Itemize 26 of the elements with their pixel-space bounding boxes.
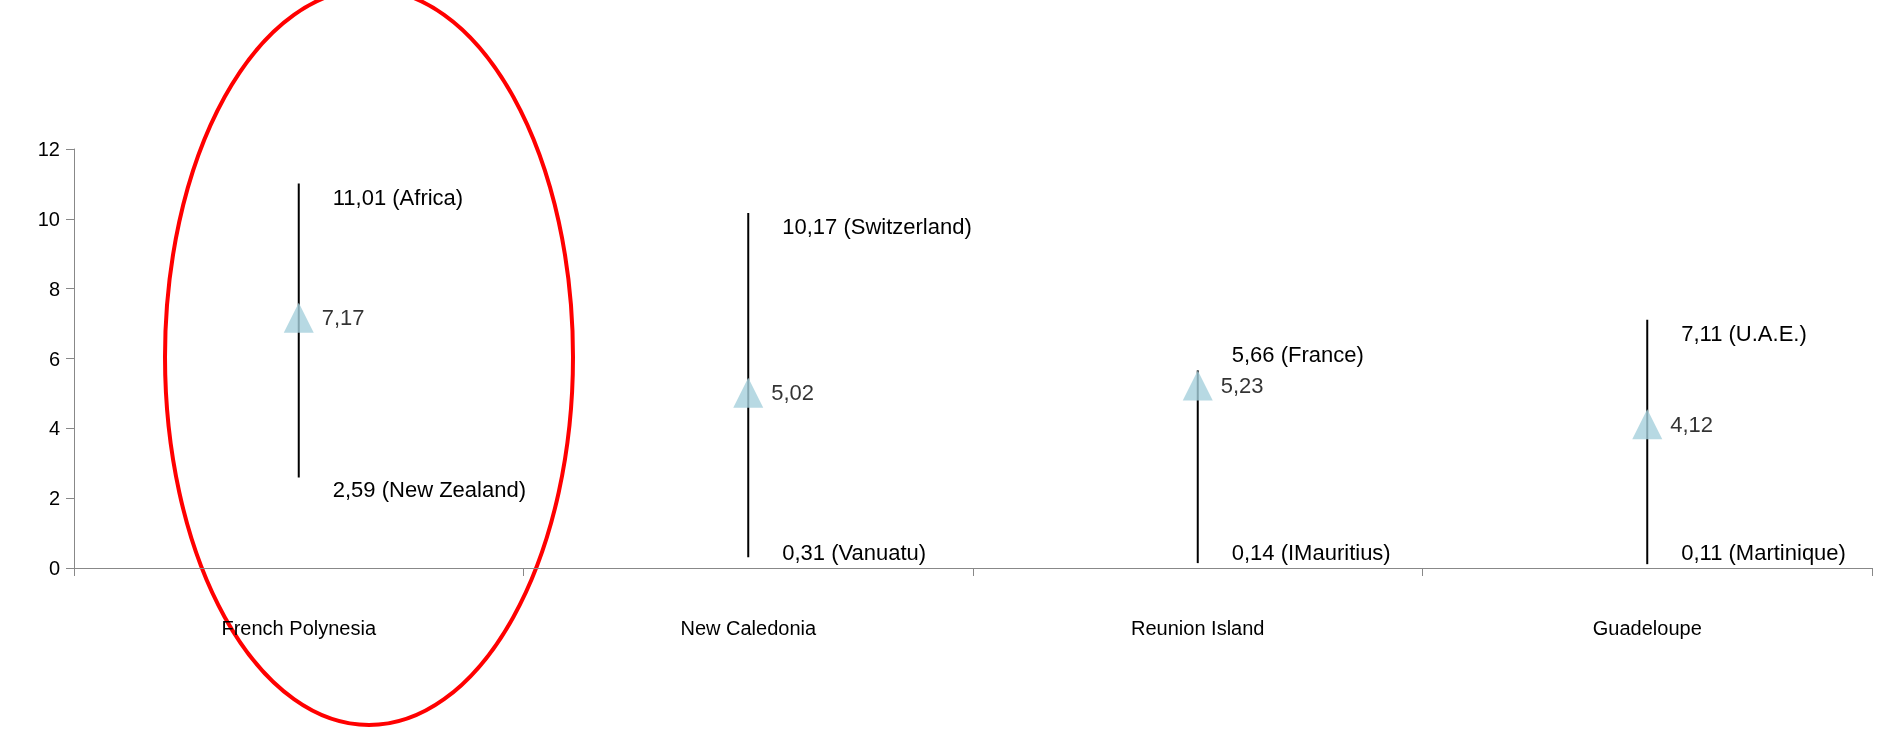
annotation: 0,11 (Martinique) (1681, 539, 1846, 565)
data-label: 5,23 (1220, 372, 1264, 398)
data-label: 7,17 (321, 305, 365, 331)
annotation: 10,17 (Switzerland) (782, 214, 972, 240)
annotation: 11,01 (Africa) (332, 185, 464, 211)
annotation: 7,11 (U.A.E.) (1681, 321, 1807, 347)
point (283, 302, 314, 333)
point (733, 377, 764, 408)
y-tick-label: 12 (37, 138, 60, 160)
annotation: 5,66 (France) (1231, 341, 1364, 367)
y-tick-label: 8 (48, 277, 60, 300)
point (1632, 409, 1663, 440)
data-label: 4,12 (1670, 411, 1714, 437)
y-tick-label: 6 (48, 347, 60, 370)
y-tick-label: 10 (37, 207, 60, 230)
x-tick-label: Reunion Island (1131, 617, 1265, 639)
x-tick-label: New Caledonia (680, 617, 817, 639)
annotation: 0,31 (Vanuatu) (782, 539, 927, 565)
y-tick-label: 4 (48, 417, 60, 440)
y-tick-label: 0 (48, 557, 60, 579)
point (1182, 370, 1213, 401)
annotation: 0,14 (IMauritius) (1231, 539, 1391, 565)
annotation: 2,59 (New Zealand) (332, 477, 526, 503)
data-label: 5,02 (771, 380, 815, 406)
x-tick-label: Guadeloupe (1592, 617, 1702, 639)
y-tick-label: 2 (48, 487, 60, 510)
